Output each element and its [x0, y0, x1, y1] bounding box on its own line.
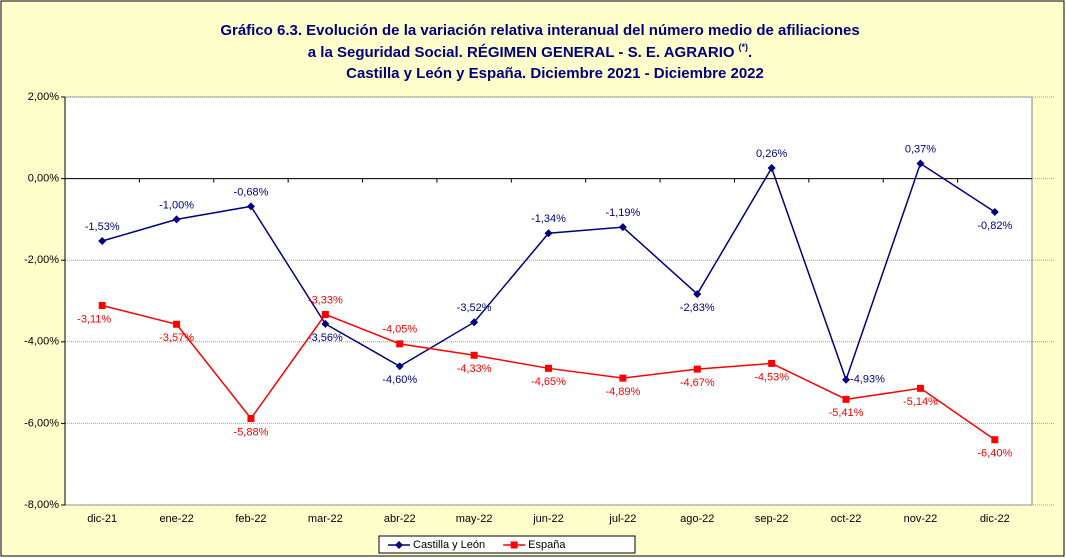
title-text: . [748, 44, 752, 61]
point [842, 375, 851, 384]
point [767, 163, 776, 172]
y-tick-label: -2,00% [24, 254, 59, 266]
data-label: -4,60% [382, 374, 417, 386]
point [396, 340, 404, 348]
point [98, 301, 106, 309]
data-label: -4,67% [680, 377, 715, 389]
data-label: -3,57% [159, 332, 194, 344]
point [173, 320, 181, 328]
point [619, 374, 627, 382]
data-label: 0,26% [756, 148, 787, 160]
point [246, 202, 255, 211]
x-tick-label: nov-22 [904, 513, 938, 525]
chart-title: Gráfico 6.3. Evolución de la variación r… [220, 22, 859, 39]
point [990, 208, 999, 217]
data-label: -1,19% [605, 207, 640, 219]
x-tick-label: dic-22 [980, 513, 1010, 525]
y-tick-label: 0,00% [28, 173, 59, 185]
point [916, 384, 924, 392]
point [98, 237, 107, 246]
title-note: (*) [739, 42, 749, 52]
data-label: -4,33% [457, 363, 492, 375]
point [321, 319, 330, 328]
data-label: -0,68% [234, 186, 269, 198]
x-tick-label: dic-21 [87, 513, 117, 525]
data-label: -3,56% [308, 332, 343, 344]
data-label: -1,00% [159, 199, 194, 211]
data-label: -4,93% [850, 374, 885, 386]
point [991, 436, 999, 444]
x-tick-label: jun-22 [532, 513, 564, 525]
x-tick-label: may-22 [456, 513, 493, 525]
data-label: -4,53% [754, 371, 789, 383]
point [768, 359, 776, 367]
x-tick-label: ago-22 [680, 513, 714, 525]
data-label: -6,40% [977, 448, 1012, 460]
y-tick-label: -6,00% [24, 417, 59, 429]
y-tick-label: 2,00% [28, 91, 59, 103]
x-tick-label: oct-22 [831, 513, 862, 525]
data-label: -4,65% [531, 376, 566, 388]
data-label: -3,33% [308, 294, 343, 306]
point [247, 415, 255, 423]
legend-label: Castilla y León [413, 539, 485, 551]
data-label: -4,89% [605, 386, 640, 398]
data-label: -1,53% [85, 221, 120, 233]
x-tick-label: jul-22 [608, 513, 636, 525]
point [545, 364, 552, 372]
data-label: -0,82% [977, 220, 1012, 232]
title-text: a la Seguridad Social. RÉGIMEN GENERAL -… [308, 44, 735, 61]
data-label: -5,41% [829, 407, 864, 419]
point [470, 351, 478, 359]
data-label: -5,88% [234, 426, 269, 438]
point [618, 223, 627, 232]
chart-title: Castilla y León y España. Diciembre 2021… [346, 65, 764, 82]
x-tick-label: feb-22 [235, 513, 266, 525]
legend-label: España [528, 539, 566, 551]
point [321, 310, 329, 318]
x-tick-label: sep-22 [755, 513, 789, 525]
x-tick-label: abr-22 [384, 513, 416, 525]
point [172, 215, 181, 224]
data-label: -5,14% [903, 396, 938, 408]
point [544, 229, 553, 238]
legend-marker [510, 541, 518, 549]
data-label: -2,83% [680, 302, 715, 314]
point [470, 318, 479, 327]
point [693, 365, 701, 373]
data-label: -3,11% [77, 313, 111, 325]
data-label: 0,37% [905, 143, 936, 155]
chart-title: a la Seguridad Social. RÉGIMEN GENERAL -… [308, 42, 752, 61]
point [693, 290, 702, 299]
y-tick-label: -4,00% [24, 336, 59, 348]
data-label: -4,05% [382, 324, 417, 336]
data-label: -1,34% [531, 213, 566, 225]
point [916, 159, 925, 168]
legend: Castilla y León España [378, 535, 636, 554]
legend-marker [395, 541, 403, 549]
x-tick-label: ene-22 [159, 513, 193, 525]
x-tick-label: mar-22 [308, 513, 343, 525]
point [395, 362, 404, 371]
plot-area [64, 96, 1033, 506]
point [842, 395, 850, 403]
y-tick-label: -8,00% [24, 499, 59, 511]
data-label: -3,52% [457, 302, 492, 314]
